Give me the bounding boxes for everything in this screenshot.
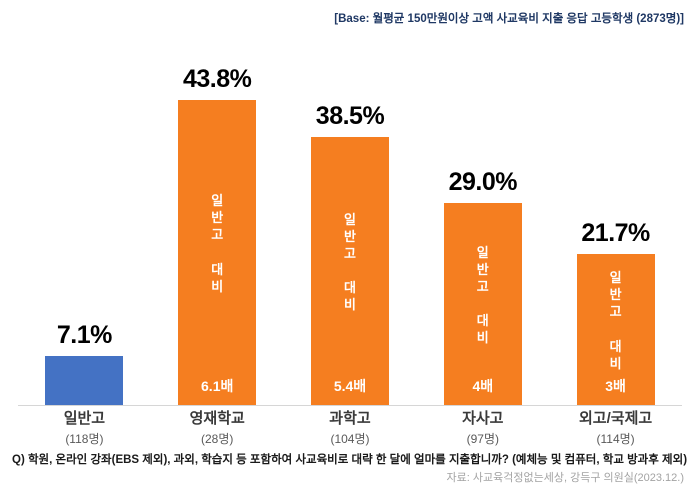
- category-axis: 일반고 (118명) 영재학교 (28명) 과학고 (104명) 자사고 (97…: [18, 410, 682, 447]
- percent-label: 29.0%: [448, 168, 518, 196]
- category: 과학고 (104명): [284, 410, 417, 447]
- category-label: 과학고: [329, 410, 371, 427]
- bar-multiplier-label: 6.1배: [201, 378, 234, 394]
- category: 자사고 (97명): [416, 410, 549, 447]
- percent-label: 21.7%: [581, 219, 650, 247]
- percent-label: 38.5%: [315, 102, 385, 130]
- category-count: (28명): [201, 432, 234, 446]
- bar-multiplier-label: 4배: [472, 378, 494, 394]
- bar: [45, 356, 124, 405]
- category-label: 외고/국제고: [579, 410, 653, 427]
- bar-multiplier-label: 5.4배: [333, 378, 367, 394]
- category-count: (104명): [330, 432, 370, 446]
- question-text: Q) 학원, 온라인 강좌(EBS 제외), 과외, 학습지 등 포함하여 사교…: [12, 454, 688, 466]
- percent-label: 43.8%: [183, 65, 252, 93]
- category: 일반고 (118명): [18, 410, 151, 447]
- category-label: 영재학교: [189, 410, 245, 427]
- source-text: 자료: 사교육걱정없는세상, 강득구 의원실(2023.12.): [446, 472, 684, 484]
- category: 외고/국제고 (114명): [549, 410, 682, 447]
- bar-column: 7.1%: [18, 40, 151, 405]
- category-label: 자사고: [462, 410, 504, 427]
- x-axis-line: [18, 405, 682, 406]
- category-count: (97명): [466, 432, 499, 446]
- category-label: 일반고: [63, 410, 106, 427]
- base-note: [Base: 월평균 150만원이상 고액 사교육비 지출 응답 고등학생 (2…: [334, 13, 684, 25]
- percent-label: 7.1%: [56, 321, 112, 349]
- category-count: (118명): [65, 432, 104, 446]
- bar-multiplier-label: 3배: [605, 378, 626, 394]
- category-count: (114명): [596, 432, 635, 446]
- category: 영재학교 (28명): [151, 410, 284, 447]
